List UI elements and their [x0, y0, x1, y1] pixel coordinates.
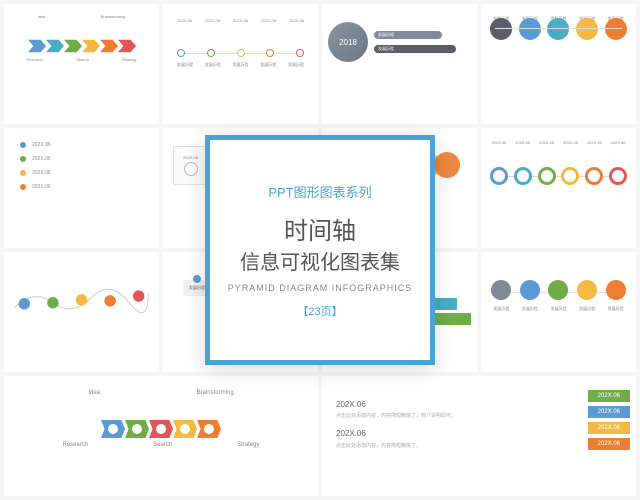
title-card: PPT图形图表系列 时间轴 信息可视化图表集 PYRAMID DIAGRAM I… — [205, 135, 435, 365]
card-english: PYRAMID DIAGRAM INFOGRAPHICS — [228, 283, 413, 293]
slide-3: 2018 发展历程发展历程 — [322, 4, 477, 124]
slide-14: 202X.06 点击此处添加内容，内容简短精炼了，简介说明即可。 202X.06… — [322, 376, 636, 496]
card-title-2: 信息可视化图表集 — [240, 246, 400, 275]
card-subtitle: PPT图形图表系列 — [268, 182, 371, 201]
slide-12: 发展历程发展历程发展历程发展历程发展历程 — [481, 252, 636, 372]
slide-5: 202X.06202X.06202X.06202X.06 — [4, 128, 159, 248]
card-pages: 【23页】 — [297, 303, 342, 319]
slide-9 — [4, 252, 159, 372]
slide-1: IdeaBrainstorming ResearchSearchStrategy — [4, 4, 159, 124]
year-circle: 2018 — [328, 22, 368, 62]
card-title-1: 时间轴 — [284, 211, 356, 246]
slide-13: IdeaBrainstorming ResearchSearchStrategy — [4, 376, 318, 496]
slide-2: 202X.06202X.06202X.06202X.06202X.06 发展历程… — [163, 4, 318, 124]
slide-4: 发展历程发展历程发展历程发展历程发展历程 — [481, 4, 636, 124]
slide-8: 202X.06202X.06202X.06202X.06202X.06202X.… — [481, 128, 636, 248]
